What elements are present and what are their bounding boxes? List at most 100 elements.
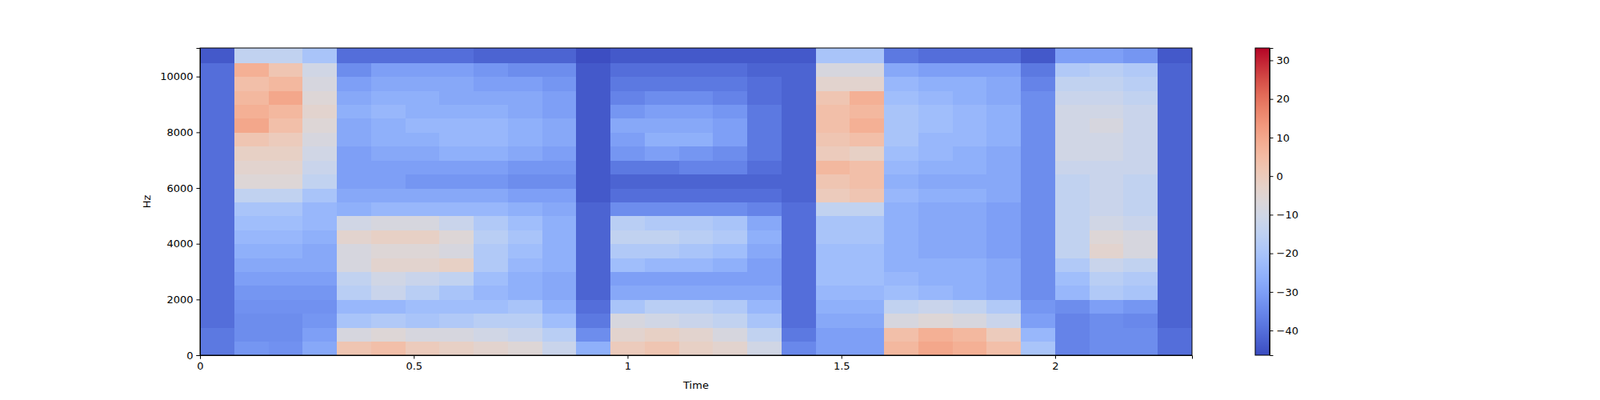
tick: −40 [1269,324,1299,337]
cell [679,201,714,216]
cell [1055,146,1090,161]
cell [884,48,919,64]
cell [884,216,919,231]
cell [884,90,919,105]
cell [405,132,440,147]
cell [918,90,953,105]
tick-mark [196,188,201,189]
cell [542,341,577,356]
cell [576,244,611,259]
cell [952,257,988,272]
cell [234,244,269,259]
cell [234,62,269,77]
cell [576,341,611,356]
cell [952,285,988,300]
cell [610,104,645,120]
cell [781,48,816,64]
cell [302,104,337,120]
cell [234,201,269,216]
cell [1157,118,1192,133]
cell [508,160,543,175]
cell [576,160,611,175]
cell [644,229,680,244]
cell [712,201,748,216]
cell [371,216,406,231]
cell [576,285,611,300]
tick-label: 0 [1276,170,1284,183]
cell [1157,313,1192,328]
cell [576,62,611,77]
cell [747,132,782,147]
cell [986,244,1021,259]
cell [644,160,680,175]
cell [1157,341,1192,356]
cell [234,257,269,272]
tick: 1.5 [833,355,851,372]
cell [200,341,235,356]
cell [952,118,988,133]
cell [1157,146,1192,161]
cell [234,118,269,133]
tick: 20 [1269,92,1290,105]
cell [508,146,543,161]
cell [200,188,235,203]
cell [952,216,988,231]
cell [1157,257,1192,272]
cell [1089,313,1124,328]
cell [302,285,337,300]
cell [1157,104,1192,120]
cell [439,146,474,161]
cell [781,272,816,287]
cell [849,327,884,342]
cell [747,313,782,328]
cell [439,201,474,216]
cell [816,132,851,147]
cell [679,341,714,356]
cell [884,341,919,356]
cell [200,272,235,287]
cell [405,174,440,189]
cell [1089,146,1124,161]
cell [1055,244,1090,259]
tick-label: 0 [186,349,193,362]
cell [1020,76,1056,92]
tick: 0 [196,355,204,372]
cell [1089,188,1124,203]
cell [610,327,645,342]
tick-mark [627,355,628,360]
cell [542,188,577,203]
cell [781,216,816,231]
cell [1157,201,1192,216]
cell [884,104,919,120]
cell [200,62,235,77]
cell [1055,48,1090,64]
cell [439,257,474,272]
tick-label: −10 [1276,208,1299,221]
cell [302,174,337,189]
cell [610,257,645,272]
cell [576,299,611,314]
cell [884,188,919,203]
cell [679,272,714,287]
cell [473,257,508,272]
cell [849,285,884,300]
cell [234,341,269,356]
cell [200,174,235,189]
cell [712,160,748,175]
cell [405,201,440,216]
cell [712,188,748,203]
tick-mark [196,244,201,245]
cell [200,132,235,147]
cell [405,313,440,328]
cell [986,327,1021,342]
cell [986,146,1021,161]
colorbar [1255,48,1270,356]
cell [1055,285,1090,300]
cell [679,48,714,64]
cell [952,201,988,216]
cell [1089,341,1124,356]
cell [781,118,816,133]
cell [1089,272,1124,287]
cell [644,62,680,77]
cell [816,160,851,175]
